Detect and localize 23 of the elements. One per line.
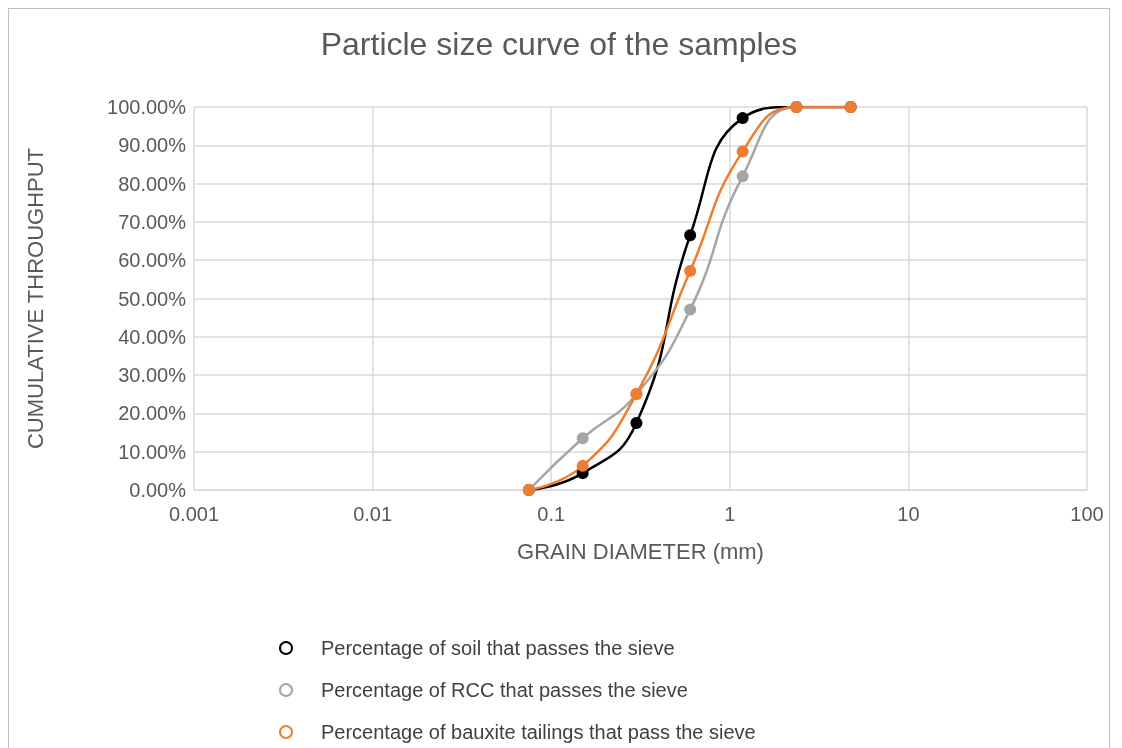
y-axis-title: CUMULATIVE THROUGHPUT (22, 147, 48, 450)
x-axis-title: GRAIN DIAMETER (mm) (517, 538, 764, 564)
y-tick-label: 70.00% (118, 210, 187, 233)
x-tick-label: 1 (724, 503, 736, 525)
y-tick-label: 30.00% (118, 364, 187, 387)
y-tick-label: 60.00% (118, 249, 187, 272)
y-tick-label: 40.00% (118, 325, 187, 348)
x-tick-label: 100 (1070, 503, 1104, 525)
y-tick-label: 10.00% (118, 440, 187, 463)
legend-label: Percentage of RCC that passes the sieve (321, 679, 688, 701)
x-tick-label: 0.01 (353, 503, 393, 525)
y-tick-label: 20.00% (118, 402, 187, 425)
legend-label: Percentage of bauxite tailings that pass the sieve (321, 721, 756, 743)
chart-title: Particle size curve of the samples (320, 26, 798, 62)
y-tick-label: 100.00% (107, 96, 187, 118)
legend-label: Percentage of soil that passes the sieve (321, 637, 675, 659)
y-tick-label: 80.00% (118, 172, 187, 195)
y-tick-label: 90.00% (118, 134, 187, 157)
y-tick-label: 0.00% (129, 479, 187, 501)
x-tick-label: 0.1 (537, 503, 566, 525)
x-tick-label: 0.001 (168, 503, 220, 525)
x-tick-label: 10 (897, 503, 920, 525)
y-tick-label: 50.00% (118, 287, 187, 310)
